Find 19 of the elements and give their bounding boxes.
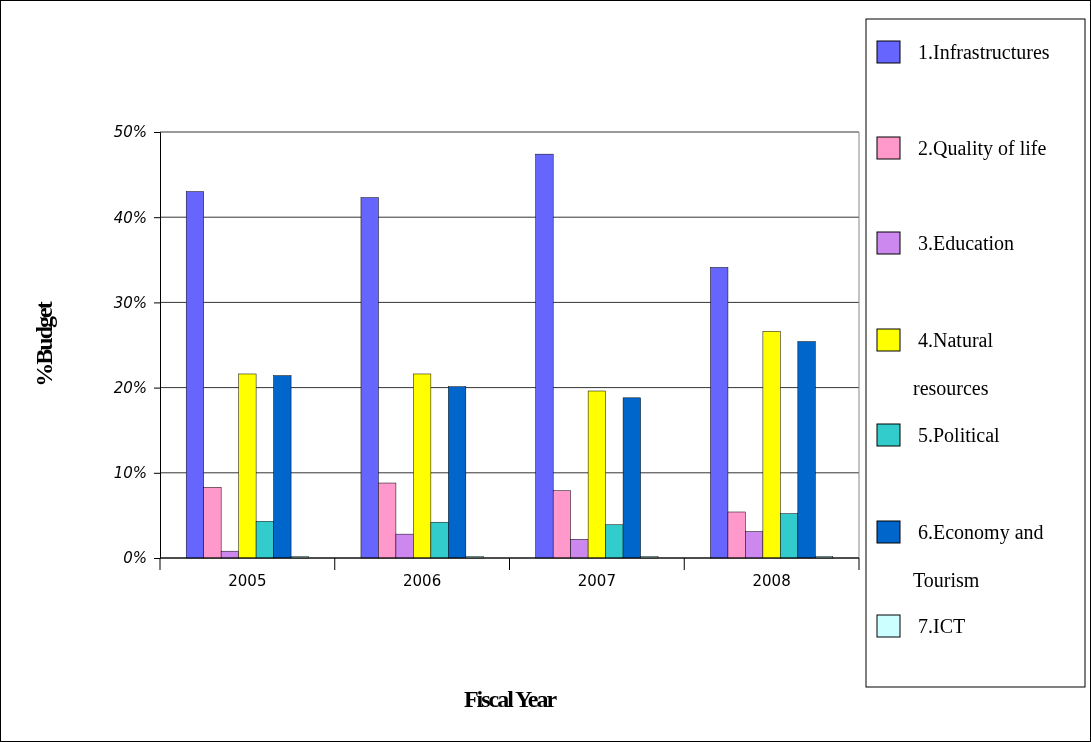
- x-tick-label: 2008: [752, 572, 791, 590]
- x-tick-label: 2005: [228, 572, 267, 590]
- y-tick-label: 40%: [113, 208, 147, 227]
- legend-label: 2.Quality of life: [918, 137, 1047, 160]
- legend-label: 5.Political: [918, 424, 1001, 446]
- legend-label: 7.ICT: [918, 615, 966, 637]
- y-tick-label: 10%: [113, 464, 147, 483]
- y-tick-label: 30%: [113, 293, 147, 312]
- legend-label: 3.Education: [918, 232, 1015, 254]
- legend-label: 1.Infrastructures: [918, 41, 1050, 63]
- x-tick-label: 2006: [403, 572, 442, 590]
- x-tick-label: 2007: [577, 572, 616, 590]
- text: 4.Natural resources: [913, 329, 993, 399]
- x-axis-title: Fiscal Year: [463, 686, 558, 712]
- y-tick-label: 0%: [123, 549, 147, 568]
- text: 6.Economy and Tourism: [913, 521, 1044, 591]
- y-tick-label: 50%: [113, 123, 147, 142]
- y-tick-label: 20%: [113, 378, 147, 397]
- y-axis-title: %Budget: [31, 301, 57, 387]
